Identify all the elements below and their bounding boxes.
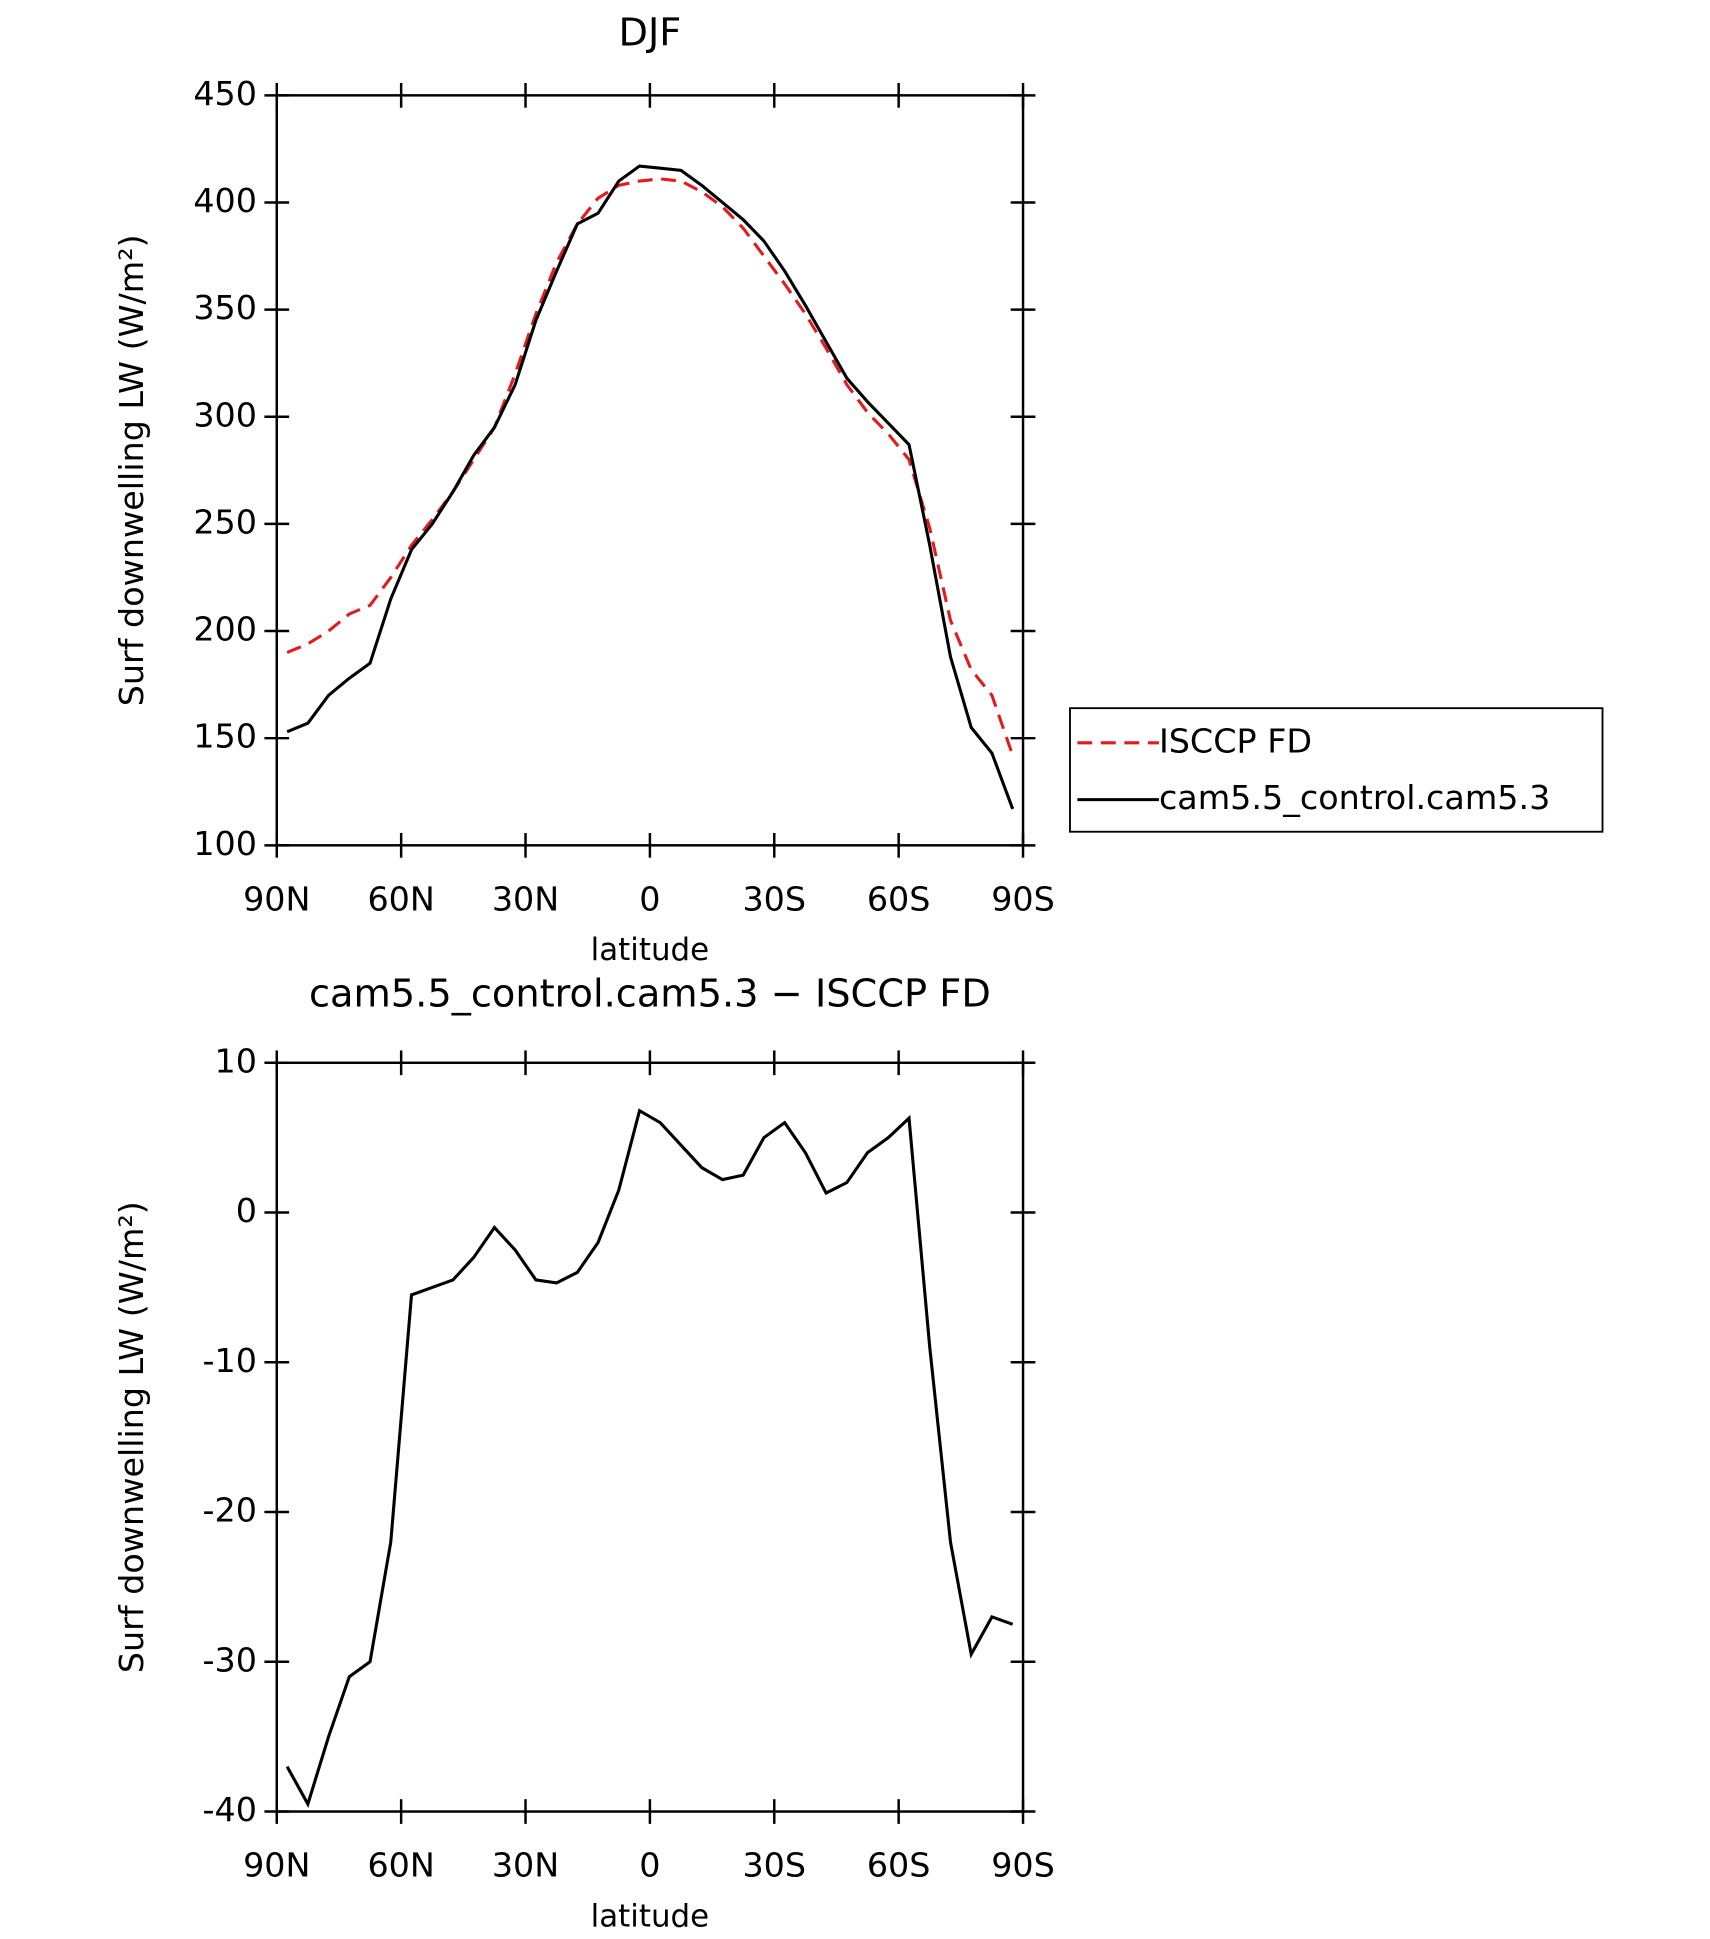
x-tick-label: 90N (243, 1846, 310, 1885)
plot-frame (275, 1061, 1025, 1813)
x-tick-label: 90S (991, 879, 1055, 918)
x-tick-label: 30S (742, 879, 806, 918)
y-tick-label: 150 (193, 717, 257, 756)
y-tick-label: 350 (193, 288, 257, 327)
x-tick-label: 60N (367, 1846, 434, 1885)
legend-label: ISCCP FD (1159, 721, 1312, 760)
chart-title: cam5.5_control.cam5.3 − ISCCP FD (309, 972, 991, 1017)
y-axis-label: Surf downwelling LW (W/m²) (112, 234, 151, 706)
x-axis-label: latitude (591, 1898, 709, 1934)
chart-title: DJF (618, 10, 681, 55)
x-tick-label: 30S (742, 1846, 806, 1885)
y-tick-label: -30 (203, 1640, 257, 1679)
y-tick-label: -40 (203, 1790, 257, 1829)
x-tick-label: 30N (492, 879, 559, 918)
x-tick-label: 90S (991, 1846, 1055, 1885)
x-tick-label: 60N (367, 879, 434, 918)
x-tick-label: 30N (492, 1846, 559, 1885)
plot-frame (275, 94, 1025, 847)
y-axis-label: Surf downwelling LW (W/m²) (112, 1201, 151, 1673)
y-tick-label: -10 (203, 1341, 257, 1380)
x-tick-label: 0 (639, 1846, 660, 1885)
y-tick-label: -20 (203, 1491, 257, 1530)
y-tick-label: 400 (193, 181, 257, 220)
y-tick-label: 100 (193, 824, 257, 863)
y-tick-label: 0 (236, 1191, 257, 1230)
legend-label: cam5.5_control.cam5.3 (1159, 778, 1550, 817)
y-tick-label: 450 (193, 74, 257, 113)
y-tick-label: 250 (193, 502, 257, 541)
y-tick-label: 300 (193, 395, 257, 434)
legend-box (1069, 707, 1604, 833)
x-tick-label: 0 (639, 879, 660, 918)
data-line (286, 177, 1015, 756)
data-line (286, 164, 1015, 810)
x-tick-label: 90N (243, 879, 310, 918)
x-tick-label: 60S (867, 879, 931, 918)
y-tick-label: 200 (193, 610, 257, 649)
y-tick-label: 10 (215, 1041, 257, 1080)
x-tick-label: 60S (867, 1846, 931, 1885)
x-axis-label: latitude (591, 932, 709, 968)
data-line (285, 1108, 1014, 1808)
